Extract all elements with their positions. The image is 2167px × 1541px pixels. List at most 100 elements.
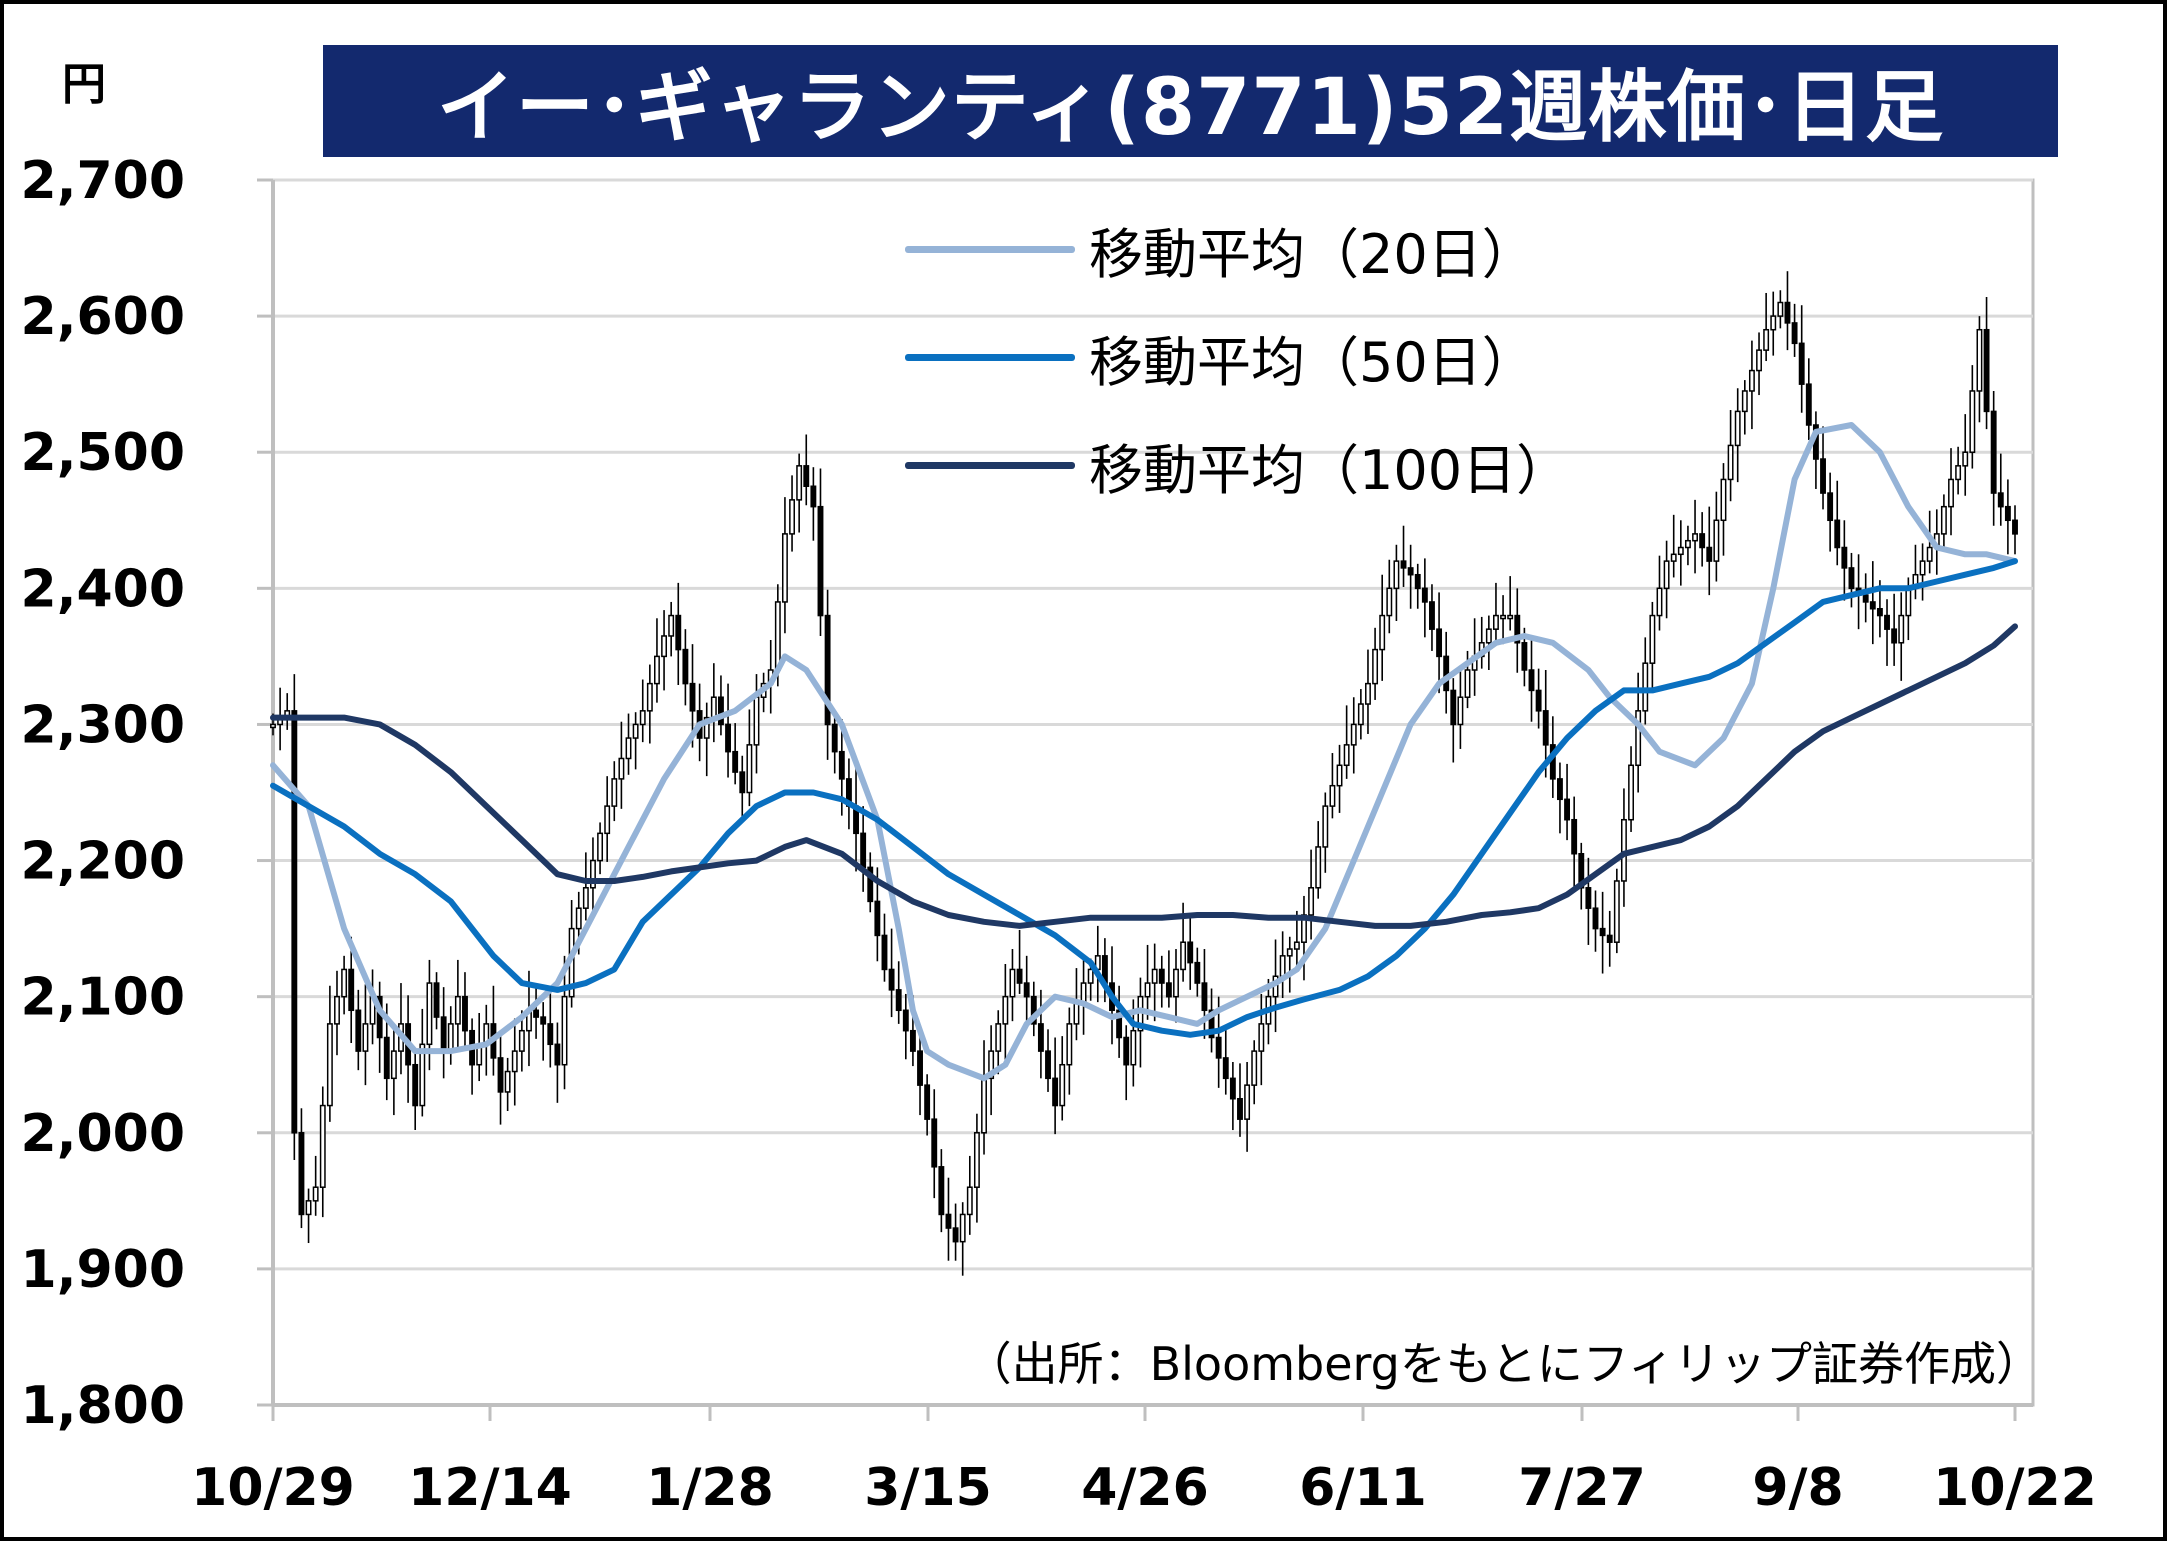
- gridlines: [273, 178, 2033, 1271]
- candle-body: [1016, 968, 1023, 984]
- candle-body: [1493, 614, 1499, 630]
- candle-body: [1279, 955, 1286, 977]
- candle-body: [1557, 778, 1563, 801]
- candle-body: [1052, 1077, 1059, 1107]
- candle-body: [732, 750, 739, 773]
- candle-body: [1628, 764, 1634, 821]
- candle-body: [611, 778, 618, 807]
- candle-body: [1037, 1023, 1044, 1052]
- legend-item-ma50: 移動平均（50日）: [905, 303, 1570, 411]
- candle-body: [1670, 553, 1677, 562]
- candle-body: [803, 465, 810, 488]
- candle-body: [1293, 941, 1300, 950]
- source-note: （出所：Bloombergをもとにフィリップ証券作成）: [965, 1337, 2042, 1391]
- candle-body: [966, 1186, 973, 1216]
- candle-body: [518, 1029, 525, 1052]
- candle-body: [1450, 689, 1457, 726]
- candle-body: [1635, 710, 1642, 767]
- candle-body: [874, 900, 881, 937]
- x-tick-label: 6/11: [1299, 1458, 1427, 1518]
- candle-body: [675, 614, 682, 651]
- candle-body: [1194, 961, 1201, 984]
- candle-body: [1457, 696, 1464, 726]
- candle-body: [326, 1023, 333, 1107]
- candle-body: [817, 505, 824, 617]
- ma100-line: [270, 623, 2018, 929]
- candle-body: [710, 696, 717, 719]
- candle-body: [1706, 546, 1713, 562]
- candle-body: [625, 737, 632, 760]
- candle-body: [1066, 1023, 1073, 1066]
- candle-body: [497, 1057, 504, 1093]
- candle-body: [1087, 968, 1094, 984]
- candle-body: [895, 989, 902, 1012]
- candle-body: [604, 805, 611, 835]
- candle-body: [1962, 451, 1969, 467]
- candle-body: [1421, 587, 1428, 603]
- candle-body: [1841, 546, 1848, 569]
- candle-body: [1535, 689, 1542, 712]
- candle-body: [561, 995, 568, 1066]
- candle-body: [959, 1213, 966, 1243]
- candle-body: [1045, 1050, 1051, 1080]
- candle-body: [390, 1050, 397, 1080]
- candle-body: [1955, 465, 1962, 481]
- x-tick-label: 12/14: [408, 1458, 572, 1518]
- y-tick-label: 2,200: [21, 832, 185, 892]
- legend-label-ma50: 移動平均（50日）: [1089, 330, 1536, 394]
- candle-body: [1919, 560, 1926, 576]
- candle-body: [1414, 573, 1421, 590]
- candle-body: [1222, 1057, 1229, 1080]
- candle-body: [1336, 764, 1343, 787]
- candle-body: [1713, 519, 1720, 562]
- candle-body: [540, 1016, 547, 1025]
- candle-body: [746, 744, 753, 794]
- candle-body: [597, 832, 604, 862]
- candle-body: [291, 710, 298, 1134]
- y-tick-label: 2,500: [21, 423, 185, 483]
- candle-body: [1720, 478, 1727, 522]
- candle-body: [1606, 934, 1613, 943]
- candle-body: [1649, 614, 1656, 664]
- candle-body: [796, 465, 803, 501]
- candle-body: [682, 648, 689, 685]
- legend-swatch-ma100: [905, 461, 1075, 469]
- candle-body: [1805, 383, 1812, 426]
- candle-body: [995, 1023, 1002, 1052]
- candle-body: [831, 723, 838, 753]
- candle-body: [1734, 410, 1741, 447]
- candle-body: [511, 1050, 518, 1073]
- candle-body: [1329, 784, 1336, 807]
- candle-body: [838, 750, 845, 780]
- candle-body: [717, 696, 724, 726]
- candle-body: [1386, 587, 1393, 617]
- candle-body: [1251, 1050, 1258, 1086]
- candle-body: [902, 1009, 909, 1032]
- candle-body: [1343, 744, 1350, 767]
- ma20-line: [270, 422, 2018, 1082]
- candle-body: [725, 723, 731, 753]
- y-tick-label: 2,300: [21, 695, 185, 755]
- candle-body: [547, 1023, 554, 1046]
- candle-body: [1308, 887, 1315, 916]
- y-tick-label: 2,700: [21, 151, 185, 211]
- candle-body: [2004, 505, 2011, 522]
- candle-body: [1756, 349, 1762, 372]
- candle-body: [1642, 662, 1649, 712]
- candle-body: [753, 696, 760, 746]
- legend-item-ma20: 移動平均（20日）: [905, 195, 1570, 303]
- candle-body: [618, 757, 625, 780]
- candle-body: [319, 1104, 326, 1188]
- x-tick-label: 7/27: [1518, 1458, 1646, 1518]
- candle-body: [639, 710, 646, 726]
- candle-body: [1571, 818, 1578, 855]
- candle-body: [1656, 587, 1663, 617]
- candle-body: [824, 614, 831, 726]
- candle-body: [412, 1063, 419, 1107]
- candle-body: [1365, 682, 1371, 705]
- moving-average-lines: [270, 422, 2018, 1082]
- candle-body: [1286, 948, 1293, 957]
- candle-body: [1741, 390, 1748, 413]
